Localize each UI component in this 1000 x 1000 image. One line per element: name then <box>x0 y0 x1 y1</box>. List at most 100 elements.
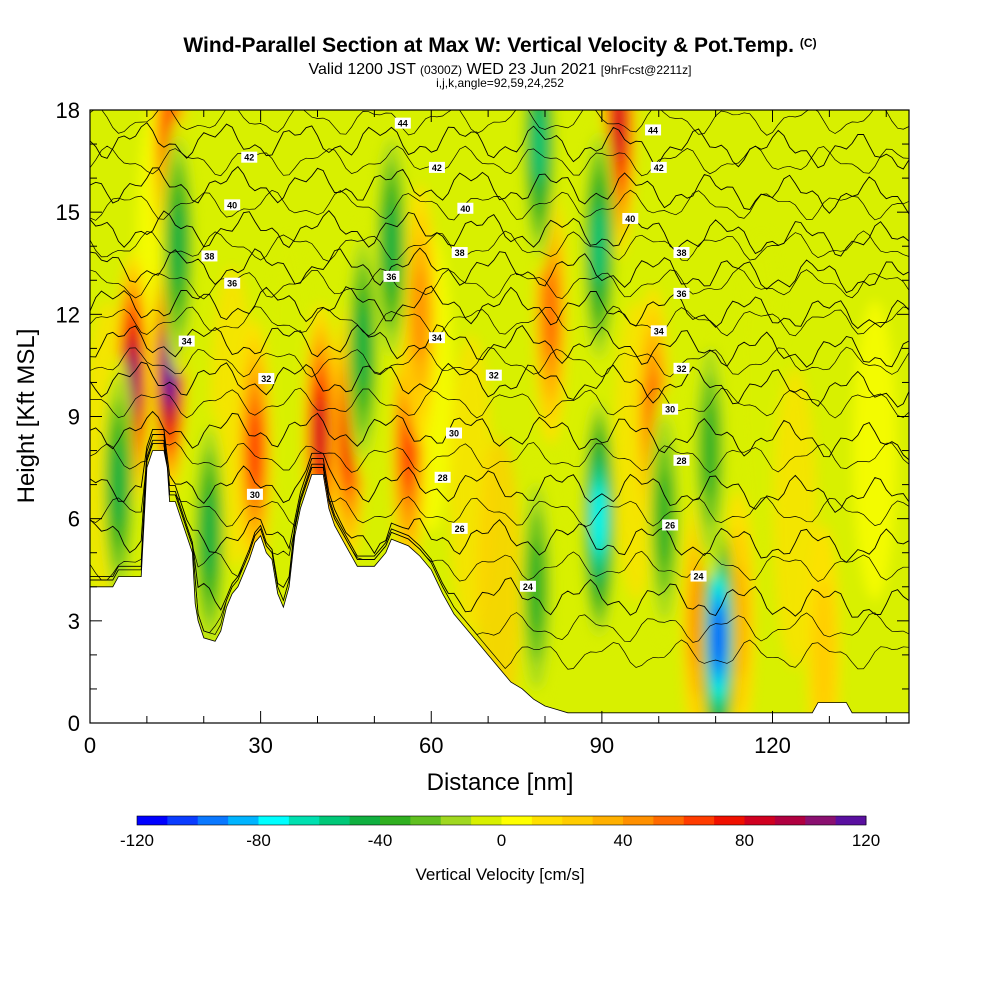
contour-label: 36 <box>224 277 241 289</box>
colorbar-swatch <box>501 816 533 825</box>
colorbar-swatch <box>440 816 472 825</box>
updraft-cell <box>411 266 428 362</box>
contour-label-bg <box>673 287 690 299</box>
contour-label-bg <box>241 151 258 163</box>
updraft-cell <box>543 272 559 357</box>
colorbar-swatch <box>167 816 199 825</box>
contour-label-text: 26 <box>665 520 675 530</box>
contour-label-text: 32 <box>261 374 271 384</box>
theta-contour-30 <box>90 410 909 461</box>
contour-label: 38 <box>673 247 690 259</box>
downdraft-cell <box>712 607 725 668</box>
contour-label-text: 28 <box>438 473 448 483</box>
theta-contour-26 <box>90 434 909 564</box>
downdraft-cell <box>592 207 607 285</box>
contour-label: 32 <box>673 362 690 374</box>
contour-label: 42 <box>428 161 445 173</box>
contour-label-bg <box>178 335 195 347</box>
weak-cell <box>739 232 784 533</box>
contour-label-bg <box>650 325 667 337</box>
x-tick-label: 120 <box>754 733 791 758</box>
contour-label-bg <box>662 403 679 415</box>
downdraft-cell <box>170 204 186 289</box>
contour-label-text: 32 <box>489 371 499 381</box>
downdraft-cell <box>202 493 217 578</box>
contour-label-text: 24 <box>523 582 533 592</box>
contour-label-bg <box>673 247 690 259</box>
theta-contour-minor <box>90 110 909 136</box>
theta-contour-minor <box>90 346 909 378</box>
colorbar-swatch <box>288 816 320 825</box>
contour-label: 42 <box>650 161 667 173</box>
contour-label-text: 44 <box>398 119 408 129</box>
x-tick-label: 60 <box>419 733 443 758</box>
contour-label: 30 <box>246 488 263 500</box>
colorbar-swatch <box>835 816 867 825</box>
y-tick-label: 3 <box>68 609 80 634</box>
colorbar-swatch <box>653 816 685 825</box>
downdraft-cell <box>532 110 547 183</box>
contour-label: 24 <box>690 570 707 582</box>
y-tick-label: 15 <box>56 200 80 225</box>
weak-cell <box>267 232 312 533</box>
contour-label-bg <box>451 522 468 534</box>
colorbar-tick-label: 120 <box>852 831 880 850</box>
colorbar-swatch <box>531 816 563 825</box>
contour-label-bg <box>201 250 218 262</box>
contour-label-text: 38 <box>676 248 686 258</box>
contour-label-text: 40 <box>460 204 470 214</box>
weak-cell <box>477 436 522 723</box>
y-tick-label: 12 <box>56 302 80 327</box>
theta-contour-40 <box>90 210 909 257</box>
contour-label-bg <box>673 454 690 466</box>
contour-label-text: 34 <box>432 333 442 343</box>
contour-label-text: 44 <box>648 125 658 135</box>
contour-label-text: 30 <box>665 405 675 415</box>
downdraft-cell <box>592 484 606 553</box>
theta-contour-minor <box>90 145 909 177</box>
x-axis: 0 30 60 90 120 <box>84 110 887 758</box>
contour-label-bg <box>645 124 662 136</box>
contour-label-bg <box>428 332 445 344</box>
downdraft-cell <box>701 403 718 499</box>
contour-label-text: 34 <box>654 326 664 336</box>
contour-label: 38 <box>451 247 468 259</box>
y-tick-label: 18 <box>56 98 80 123</box>
updraft-cell <box>247 412 262 489</box>
contour-label: 44 <box>645 124 662 136</box>
x-tick-label: 30 <box>248 733 272 758</box>
forecast-info: [9hrFcst@2211z] <box>600 63 692 77</box>
contour-label-bg <box>451 247 468 259</box>
colorbar-swatch <box>380 816 411 825</box>
colorbar-swatch <box>471 816 502 825</box>
theta-contour-minor <box>90 189 909 221</box>
contour-label: 34 <box>428 332 445 344</box>
contour-label-bg <box>383 270 400 282</box>
contour-label-bg <box>394 117 411 129</box>
theta-contour-minor <box>90 387 909 419</box>
contour-label-text: 38 <box>204 251 214 261</box>
contour-label: 24 <box>519 580 536 592</box>
contour-label-bg <box>457 202 474 214</box>
contour-label-text: 30 <box>250 490 260 500</box>
theta-contour-minor <box>90 443 909 528</box>
contour-label-bg <box>690 570 707 582</box>
chart-subtitle: Valid 1200 JST (0300Z) WED 23 Jun 2021 [… <box>0 61 1000 79</box>
theta-contour-minor <box>90 443 909 582</box>
weak-cell <box>852 300 897 601</box>
colorbar-swatch <box>258 816 290 825</box>
contour-label-bg <box>662 519 679 531</box>
x-tick-label: 90 <box>590 733 614 758</box>
contour-label-text: 32 <box>676 364 686 374</box>
contour-label: 28 <box>434 471 451 483</box>
colorbar: -120 -80 -40 0 40 80 120 <box>120 815 880 850</box>
colorbar-swatch <box>744 816 776 825</box>
contour-label-bg <box>485 369 502 381</box>
grid-indices: i,j,k,angle=92,59,24,252 <box>436 76 564 90</box>
colorbar-tick-label: 0 <box>497 831 506 850</box>
contour-label: 38 <box>201 250 218 262</box>
contour-label-bg <box>434 471 451 483</box>
contour-label-text: 30 <box>449 429 459 439</box>
contour-label: 36 <box>673 287 690 299</box>
